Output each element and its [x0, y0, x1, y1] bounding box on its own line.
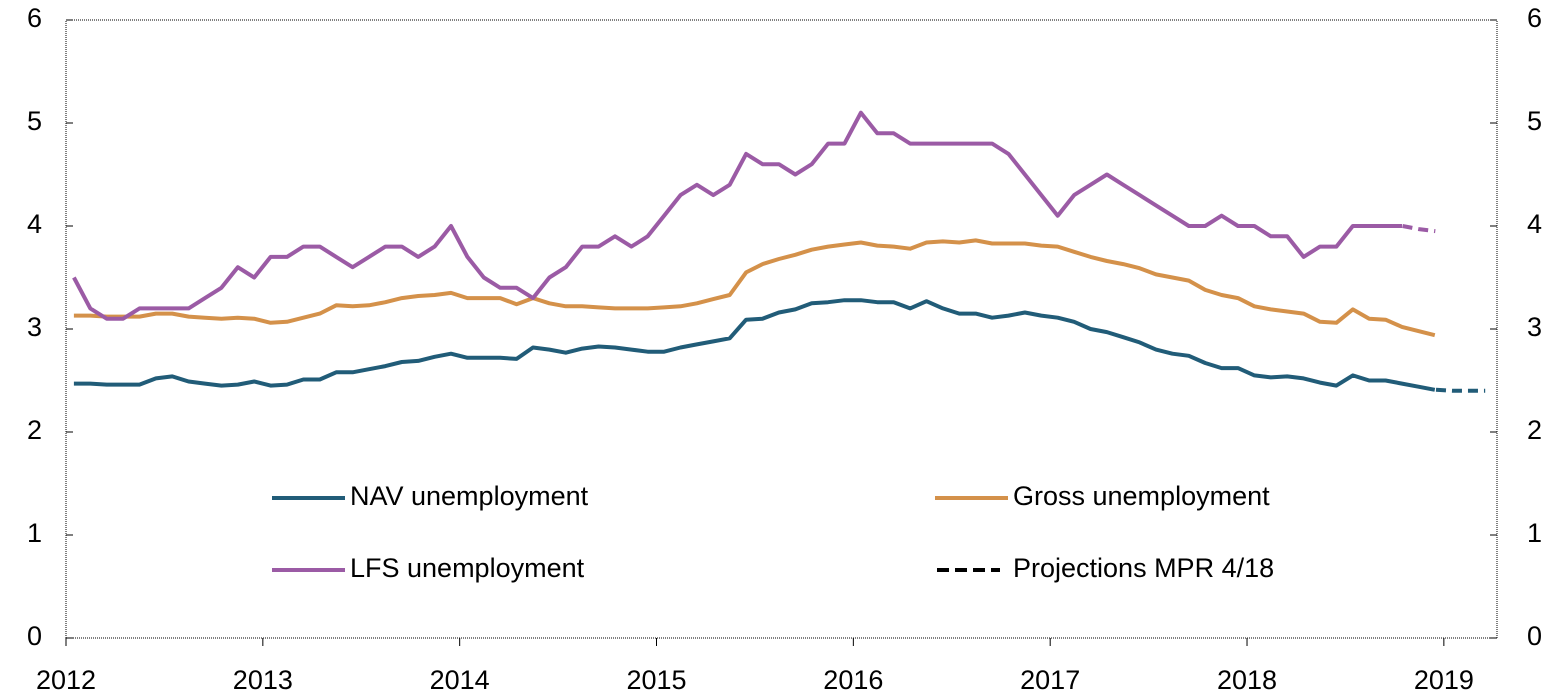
x-tick-label: 2015	[626, 665, 686, 695]
x-tick-label: 2017	[1020, 665, 1080, 695]
y-tick-label: 5	[27, 106, 42, 136]
y-tick-label: 3	[27, 312, 42, 342]
y-tick-label: 0	[27, 621, 42, 651]
y-tick-label: 2	[27, 415, 42, 445]
series-line	[73, 298, 1436, 392]
projection-line	[1402, 224, 1436, 234]
x-tick-label: 2013	[233, 665, 293, 695]
y2-tick-label: 0	[1527, 621, 1542, 651]
y2-tick-label: 2	[1527, 415, 1542, 445]
projection-line	[1435, 387, 1486, 393]
legend-label: Gross unemployment	[1013, 481, 1270, 511]
y2-tick-label: 4	[1527, 209, 1542, 239]
y2-tick-label: 6	[1527, 3, 1542, 33]
y-tick-label: 4	[27, 209, 42, 239]
series-line	[73, 238, 1436, 338]
y-tick-label: 1	[27, 518, 42, 548]
x-tick-label: 2016	[823, 665, 883, 695]
plot-frame	[65, 19, 1498, 639]
y2-tick-label: 1	[1527, 518, 1542, 548]
x-tick-label: 2012	[36, 665, 96, 695]
y-tick-label: 6	[27, 3, 42, 33]
x-tick-label: 2019	[1414, 665, 1474, 695]
x-tick-label: 2018	[1217, 665, 1277, 695]
y2-tick-label: 3	[1527, 312, 1542, 342]
y2-tick-label: 5	[1527, 106, 1542, 136]
x-tick-label: 2014	[430, 665, 490, 695]
legend-label: LFS unemployment	[350, 553, 585, 583]
legend-label: Projections MPR 4/18	[1013, 553, 1274, 583]
series-line	[72, 110, 1402, 321]
legend-label: NAV unemployment	[350, 481, 589, 511]
